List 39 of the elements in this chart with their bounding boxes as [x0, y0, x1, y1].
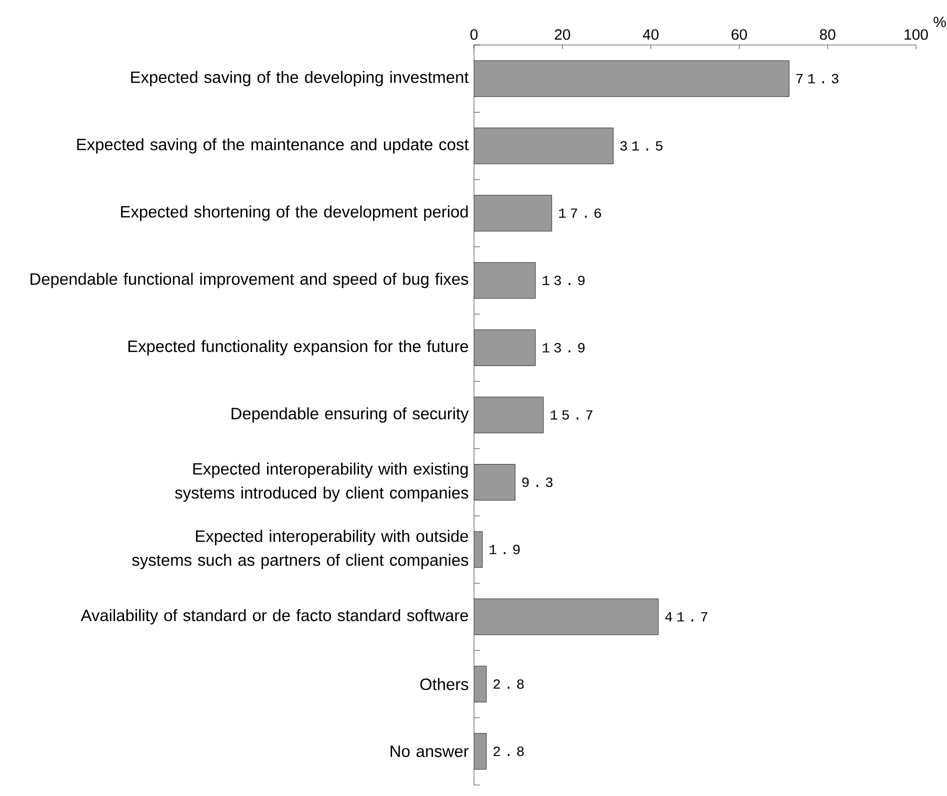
- y-tick-label: Expected saving of the maintenance and update cost: [77, 138, 469, 154]
- data-label: 3 1 . 5: [620, 141, 662, 151]
- data-label: 2 . 8: [494, 746, 524, 756]
- x-tick-label: 100: [904, 29, 928, 40]
- y-tick-label: Dependable functional improvement and speed of bug fixes: [30, 272, 468, 288]
- bar: [474, 598, 659, 636]
- bar: [474, 464, 516, 500]
- y-tick-label: Expected functionality expansion for the future: [128, 340, 468, 356]
- y-tick-label: Expected shortening of the development period: [121, 206, 468, 221]
- x-axis-title: %: [934, 16, 946, 28]
- x-tick-label: 80: [820, 29, 836, 40]
- data-label: 1 3 . 9: [542, 342, 585, 352]
- data-label: 9 . 3: [522, 478, 552, 488]
- y-tick-label: Availability of standard or de facto standard software: [80, 609, 468, 624]
- y-tick-label: Expected saving of the developing investment: [131, 70, 469, 86]
- y-tick-label: No answer: [390, 746, 469, 758]
- y-tick-label: Expected interoperability with existing systems introduced by client companies: [175, 462, 468, 502]
- bar: [474, 396, 544, 434]
- x-tick-label: 0: [470, 29, 478, 40]
- bar: [474, 733, 487, 770]
- bar: [474, 60, 790, 97]
- bar: [474, 330, 536, 366]
- bar: [474, 666, 486, 702]
- bar: [474, 194, 552, 232]
- bar: [474, 128, 614, 164]
- x-tick-label: 60: [732, 29, 747, 40]
- y-tick-label: Expected interoperability with outside systems such as partners of client companies: [132, 530, 468, 570]
- x-tick-label: 20: [554, 29, 570, 40]
- data-label: 4 1 . 7: [665, 612, 708, 622]
- y-tick-label: Dependable ensuring of security: [232, 407, 469, 423]
- data-label: 1 3 . 9: [542, 276, 585, 286]
- x-tick-label: 40: [642, 29, 659, 40]
- y-tick-label: Others: [420, 678, 468, 690]
- data-label: 1 . 9: [490, 544, 520, 554]
- data-label: 1 7 . 6: [558, 208, 601, 218]
- data-label: 1 5 . 7: [550, 410, 592, 420]
- bar: [474, 262, 536, 299]
- data-label: 2 . 8: [494, 679, 524, 689]
- data-label: 7 1 . 3: [796, 74, 838, 84]
